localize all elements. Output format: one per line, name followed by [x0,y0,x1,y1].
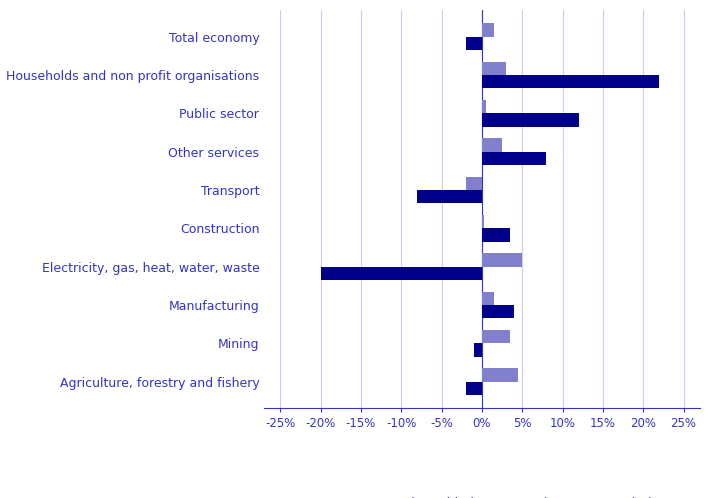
Bar [482,23,494,37]
Bar [482,215,483,228]
Bar [482,291,494,305]
Bar [482,228,511,242]
Bar [466,37,482,50]
Bar [482,253,522,266]
Bar [482,152,546,165]
Bar [482,100,486,114]
Legend: Value added, Greenhouse gas emissions: Value added, Greenhouse gas emissions [374,493,677,498]
Bar [474,343,482,357]
Bar [418,190,482,203]
Bar [482,305,514,318]
Bar [466,381,482,395]
Bar [482,62,506,75]
Bar [466,177,482,190]
Bar [321,266,482,280]
Bar [482,368,518,381]
Bar [482,138,502,152]
Bar [482,114,579,127]
Bar [482,75,660,89]
Bar [482,330,511,343]
